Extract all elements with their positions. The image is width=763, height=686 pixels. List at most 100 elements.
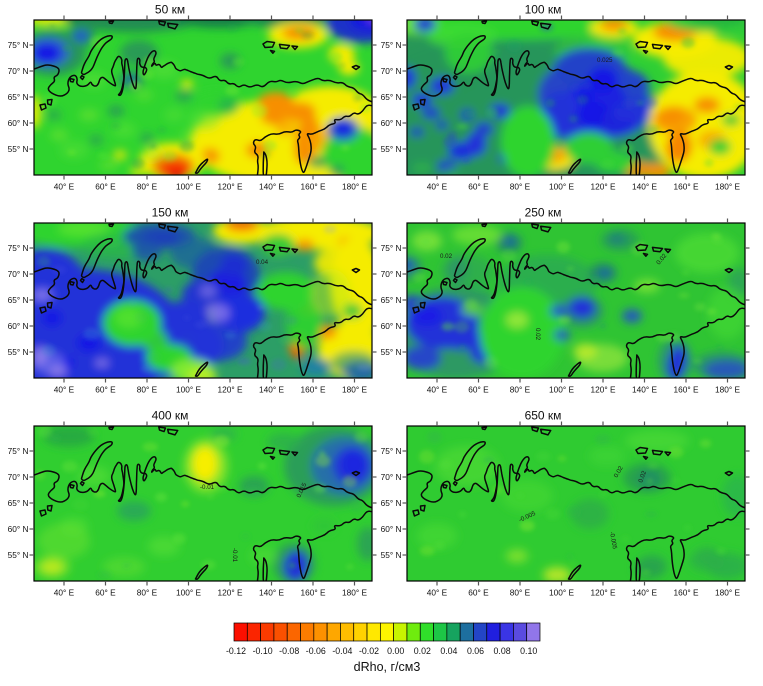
svg-text:70° N: 70° N: [8, 269, 29, 279]
svg-text:-0.02: -0.02: [359, 646, 379, 656]
svg-text:75° N: 75° N: [381, 243, 402, 253]
svg-text:-0.08: -0.08: [279, 646, 299, 656]
svg-text:70° N: 70° N: [8, 66, 29, 76]
svg-text:60° N: 60° N: [381, 524, 402, 534]
svg-text:180° E: 180° E: [715, 385, 740, 395]
svg-text:0.04: 0.04: [256, 259, 269, 266]
svg-text:40° E: 40° E: [427, 385, 448, 395]
svg-text:120° E: 120° E: [217, 588, 242, 598]
svg-text:40° E: 40° E: [427, 588, 448, 598]
svg-text:40° E: 40° E: [54, 182, 75, 192]
svg-text:65° N: 65° N: [381, 295, 402, 305]
svg-text:80° E: 80° E: [510, 588, 531, 598]
svg-text:120° E: 120° E: [217, 182, 242, 192]
svg-text:80° E: 80° E: [510, 385, 531, 395]
svg-text:0.02: 0.02: [440, 253, 453, 260]
svg-text:160° E: 160° E: [673, 385, 698, 395]
svg-text:-0.10: -0.10: [253, 646, 273, 656]
svg-text:75° N: 75° N: [8, 446, 29, 456]
svg-text:160° E: 160° E: [300, 588, 325, 598]
svg-text:160° E: 160° E: [300, 182, 325, 192]
svg-text:70° N: 70° N: [381, 269, 402, 279]
svg-text:75° N: 75° N: [8, 40, 29, 50]
svg-text:0.02: 0.02: [534, 328, 541, 341]
svg-text:0.02: 0.02: [414, 646, 431, 656]
svg-text:0.02: 0.02: [637, 469, 648, 483]
svg-text:0.04: 0.04: [440, 646, 457, 656]
svg-text:120° E: 120° E: [590, 588, 615, 598]
svg-text:65° N: 65° N: [8, 295, 29, 305]
svg-text:60° E: 60° E: [95, 182, 116, 192]
svg-text:80° E: 80° E: [137, 385, 158, 395]
svg-text:120° E: 120° E: [590, 385, 615, 395]
svg-text:55° N: 55° N: [8, 144, 29, 154]
svg-text:60° N: 60° N: [8, 524, 29, 534]
svg-text:70° N: 70° N: [8, 472, 29, 482]
svg-text:140° E: 140° E: [632, 182, 657, 192]
svg-text:60° N: 60° N: [8, 118, 29, 128]
svg-text:100° E: 100° E: [549, 588, 574, 598]
svg-text:55° N: 55° N: [381, 347, 402, 357]
svg-text:180° E: 180° E: [342, 182, 367, 192]
svg-text:140° E: 140° E: [259, 588, 284, 598]
svg-text:60° E: 60° E: [468, 385, 489, 395]
svg-text:180° E: 180° E: [342, 385, 367, 395]
svg-text:55° N: 55° N: [8, 347, 29, 357]
svg-text:60° N: 60° N: [381, 118, 402, 128]
svg-text:dRho, г/см3: dRho, г/см3: [354, 660, 421, 674]
svg-text:160° E: 160° E: [673, 182, 698, 192]
svg-text:160° E: 160° E: [673, 588, 698, 598]
svg-text:120° E: 120° E: [217, 385, 242, 395]
svg-text:100° E: 100° E: [176, 588, 201, 598]
svg-text:100° E: 100° E: [176, 385, 201, 395]
svg-text:160° E: 160° E: [300, 385, 325, 395]
svg-text:70° N: 70° N: [381, 472, 402, 482]
svg-text:60° E: 60° E: [95, 588, 116, 598]
svg-text:250 км: 250 км: [525, 206, 562, 220]
svg-text:-0.04: -0.04: [332, 646, 352, 656]
svg-text:140° E: 140° E: [259, 182, 284, 192]
svg-text:0.025: 0.025: [597, 57, 613, 64]
svg-text:100° E: 100° E: [549, 385, 574, 395]
svg-text:50 км: 50 км: [155, 3, 185, 17]
svg-text:-0.005: -0.005: [608, 531, 618, 550]
svg-text:80° E: 80° E: [510, 182, 531, 192]
svg-text:0.08: 0.08: [494, 646, 511, 656]
svg-text:150 км: 150 км: [152, 206, 189, 220]
svg-text:100 км: 100 км: [525, 3, 562, 17]
svg-text:65° N: 65° N: [381, 498, 402, 508]
svg-text:65° N: 65° N: [8, 498, 29, 508]
svg-text:400 км: 400 км: [152, 409, 189, 423]
svg-text:0.06: 0.06: [467, 646, 484, 656]
svg-text:60° N: 60° N: [8, 321, 29, 331]
svg-text:80° E: 80° E: [137, 182, 158, 192]
svg-text:55° N: 55° N: [381, 144, 402, 154]
svg-text:-0.01: -0.01: [200, 484, 215, 491]
svg-text:-0.06: -0.06: [306, 646, 326, 656]
svg-text:75° N: 75° N: [8, 243, 29, 253]
svg-text:40° E: 40° E: [54, 588, 75, 598]
svg-text:140° E: 140° E: [632, 385, 657, 395]
svg-text:75° N: 75° N: [381, 40, 402, 50]
svg-text:40° E: 40° E: [427, 182, 448, 192]
svg-text:0.10: 0.10: [520, 646, 537, 656]
svg-text:0.00: 0.00: [387, 646, 404, 656]
svg-text:80° E: 80° E: [137, 588, 158, 598]
svg-text:180° E: 180° E: [715, 182, 740, 192]
svg-text:55° N: 55° N: [381, 550, 402, 560]
svg-text:60° E: 60° E: [468, 182, 489, 192]
svg-text:70° N: 70° N: [381, 66, 402, 76]
svg-text:60° E: 60° E: [95, 385, 116, 395]
svg-text:40° E: 40° E: [54, 385, 75, 395]
svg-text:55° N: 55° N: [8, 550, 29, 560]
svg-text:75° N: 75° N: [381, 446, 402, 456]
svg-text:65° N: 65° N: [381, 92, 402, 102]
svg-text:180° E: 180° E: [342, 588, 367, 598]
svg-text:120° E: 120° E: [590, 182, 615, 192]
svg-text:100° E: 100° E: [176, 182, 201, 192]
svg-text:-0.12: -0.12: [226, 646, 246, 656]
svg-text:650 км: 650 км: [525, 409, 562, 423]
svg-text:140° E: 140° E: [632, 588, 657, 598]
svg-text:60° E: 60° E: [468, 588, 489, 598]
svg-text:65° N: 65° N: [8, 92, 29, 102]
